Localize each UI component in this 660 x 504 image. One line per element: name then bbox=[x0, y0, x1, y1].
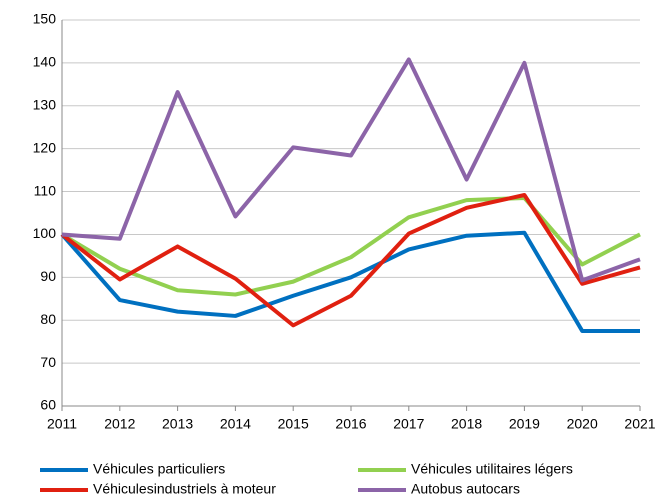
series-line bbox=[60, 192, 641, 328]
x-tick-label: 2015 bbox=[278, 416, 309, 432]
x-tick-label: 2012 bbox=[104, 416, 135, 432]
series-line bbox=[60, 230, 640, 333]
series-line bbox=[60, 195, 641, 297]
y-tick-label: 130 bbox=[33, 96, 57, 112]
legend-label: Autobus autocars bbox=[411, 481, 520, 497]
x-tick-label: 2016 bbox=[335, 416, 366, 432]
series-line bbox=[61, 57, 641, 283]
x-tick-label: 2013 bbox=[162, 416, 193, 432]
x-tick-label: 2014 bbox=[220, 416, 251, 432]
x-tick-label: 2017 bbox=[393, 416, 424, 432]
y-tick-label: 90 bbox=[40, 268, 56, 284]
y-tick-label: 140 bbox=[33, 54, 57, 70]
y-tick-label: 110 bbox=[34, 182, 57, 198]
x-tick-label: 2020 bbox=[567, 416, 598, 432]
legend-label: Véhiculesindustriels à moteur bbox=[93, 481, 276, 497]
x-tick-label: 2011 bbox=[47, 416, 77, 432]
legend-label: Véhicules particuliers bbox=[93, 461, 225, 477]
y-tick-label: 70 bbox=[40, 354, 56, 370]
x-tick-label: 2018 bbox=[451, 416, 482, 432]
y-tick-label: 80 bbox=[40, 311, 56, 327]
y-tick-label: 150 bbox=[33, 11, 57, 27]
x-tick-label: 2019 bbox=[509, 416, 540, 432]
x-tick-label: 2021 bbox=[624, 416, 655, 432]
y-tick-label: 100 bbox=[33, 225, 57, 241]
y-tick-label: 60 bbox=[40, 397, 56, 413]
legend-label: Véhicules utilitaires légers bbox=[411, 461, 573, 477]
y-tick-label: 120 bbox=[33, 139, 57, 155]
